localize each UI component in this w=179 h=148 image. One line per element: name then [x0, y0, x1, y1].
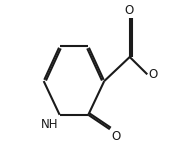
Text: NH: NH — [41, 118, 58, 131]
Text: O: O — [148, 68, 157, 81]
Text: O: O — [124, 4, 134, 17]
Text: O: O — [111, 130, 120, 143]
